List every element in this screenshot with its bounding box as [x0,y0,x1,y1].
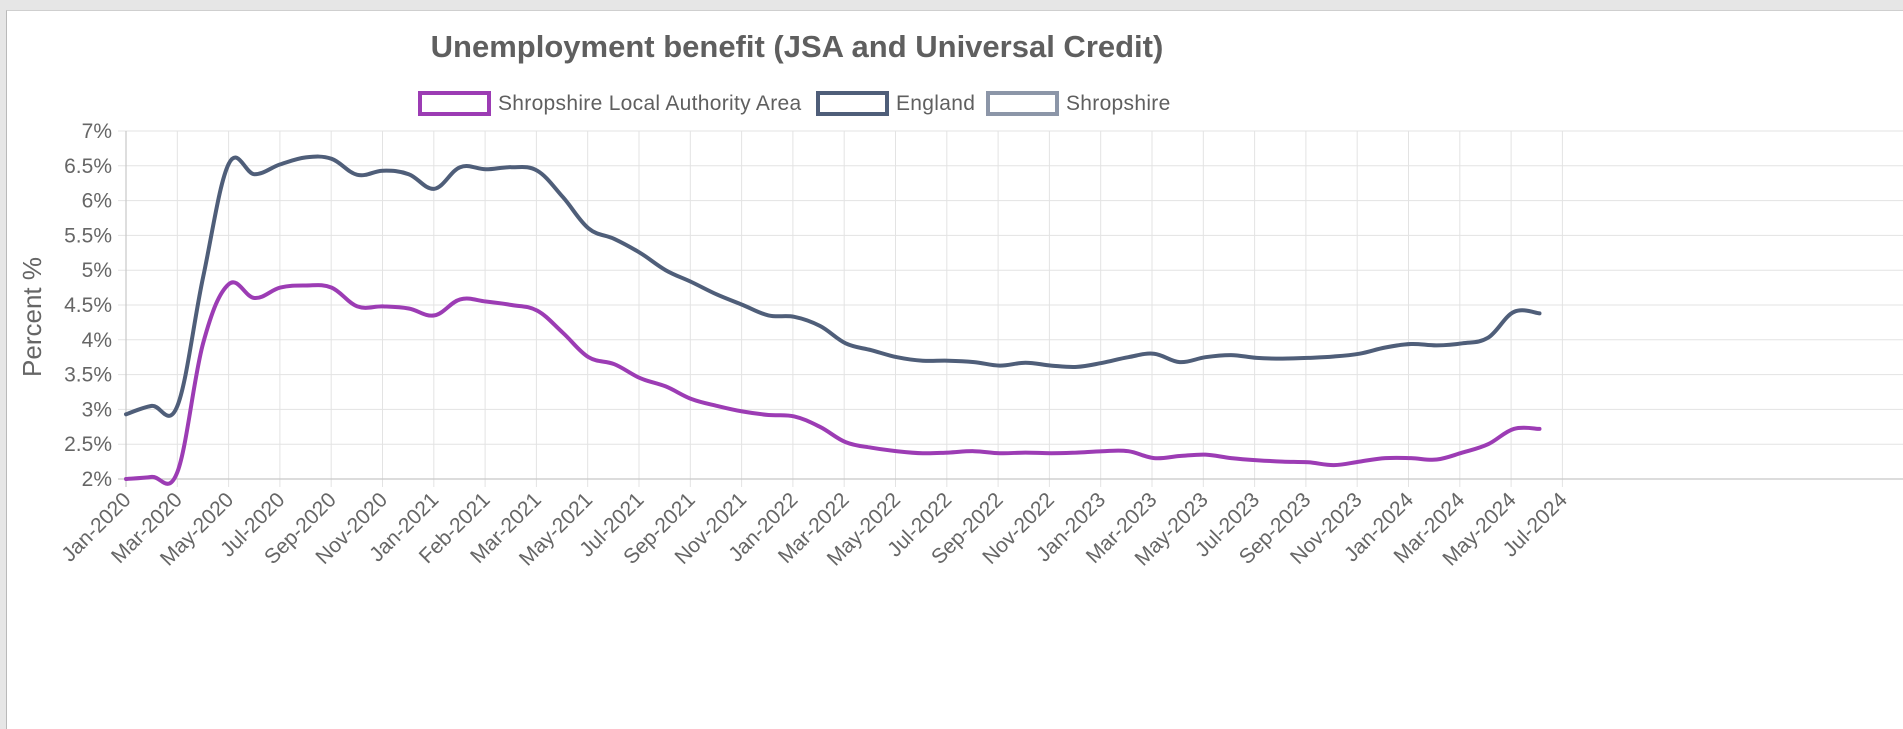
chart-frame: Unemployment benefit (JSA and Universal … [6,10,1903,729]
y-tick-label: 7% [82,120,112,143]
series-line-shropshire-local-authority-area[interactable] [124,280,1542,486]
legend-swatch [986,91,1059,116]
line-chart: Unemployment benefit (JSA and Universal … [17,29,1903,571]
series-line-england[interactable] [124,154,1542,418]
legend-swatch [418,91,491,116]
y-tick-label: 2% [82,468,112,491]
y-tick-label: 2.5% [64,433,112,456]
legend-label: Shropshire [1066,92,1171,115]
y-axis-ticks: 2% 2.5% 3% 3.5% 4% 4.5% 5% 5.5% 6% 6.5% 7% [64,120,112,491]
y-tick-label: 5% [82,259,112,282]
y-tick-label: 3% [82,398,112,421]
legend-item-england[interactable]: England [816,91,975,116]
y-tick-label: 4.5% [64,294,112,317]
legend-swatch [816,91,889,116]
legend-label: England [896,92,975,115]
legend-label: Shropshire Local Authority Area [498,92,801,115]
y-tick-label: 5.5% [64,224,112,247]
y-tick-label: 6.5% [64,155,112,178]
y-tick-label: 4% [82,329,112,352]
y-tick-label: 6% [82,190,112,213]
chart-title: Unemployment benefit (JSA and Universal … [431,29,1164,64]
y-axis-title: Percent % [17,257,47,377]
y-tick-label: 3.5% [64,364,112,387]
legend-item-shropshire[interactable]: Shropshire [986,91,1171,116]
legend-item-shropshire-local-authority-area[interactable]: Shropshire Local Authority Area [418,91,801,116]
legend: Shropshire Local Authority Area England Sh… [418,91,1171,116]
grid [118,130,1903,487]
x-axis-ticks: Jan-2020Mar-2020May-2020Jul-2020Sep-2020… [57,488,1572,571]
series-lines [124,154,1542,486]
